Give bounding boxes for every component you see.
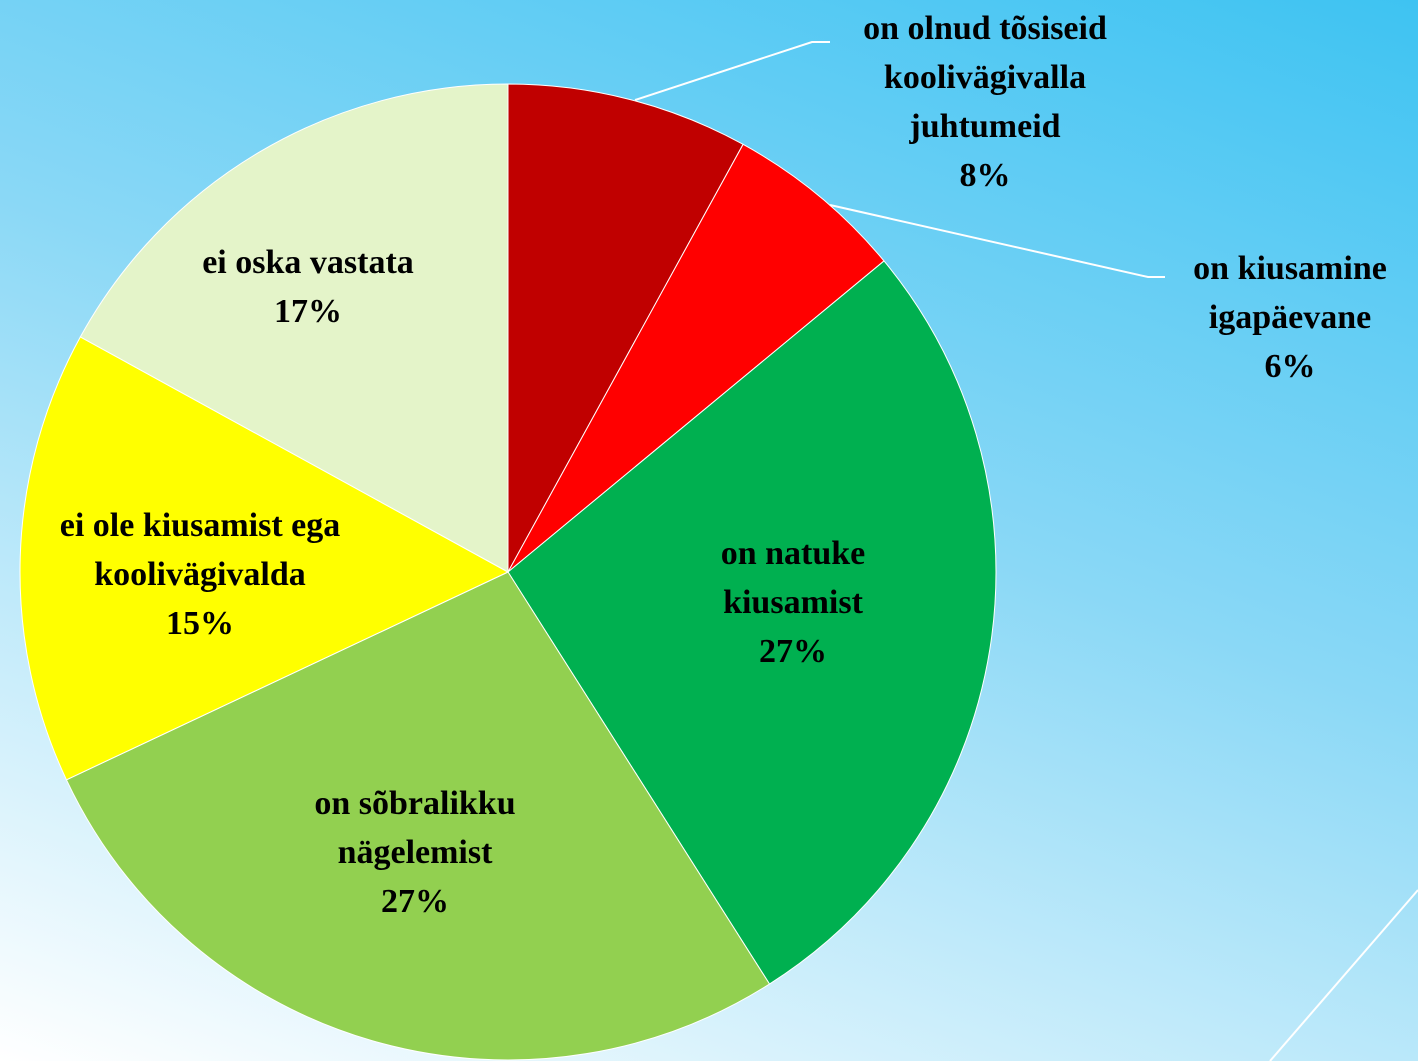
value-label: 17% [274, 293, 342, 330]
category-label: on natuke kiusamist [720, 535, 866, 621]
pie-slice [19, 336, 510, 781]
category-label: ei oska vastata [202, 244, 414, 281]
category-label: on sõbralikku nägelemist [314, 785, 516, 871]
pie-slice [507, 83, 744, 573]
leader-line [829, 204, 1165, 278]
data-label: on sõbralikku nägelemist 27% [270, 779, 560, 926]
value-label: 15% [166, 605, 234, 642]
value-label: 8% [959, 157, 1011, 194]
data-label: on olnud tõsiseid koolivägivalla juhtume… [820, 4, 1150, 200]
value-label: 27% [381, 883, 449, 920]
decoration [1269, 889, 1418, 1061]
category-label: on olnud tõsiseid koolivägivalla juhtume… [863, 10, 1107, 145]
pie-slice [65, 571, 771, 1061]
category-label: ei ole kiusamist ega koolivägivalda [59, 507, 341, 593]
pie-slice [507, 143, 885, 573]
pie-slice [507, 260, 997, 985]
leader-line [634, 41, 830, 101]
data-label: on natuke kiusamist 27% [678, 529, 908, 676]
pie-slice [79, 83, 509, 573]
value-label: 6% [1264, 348, 1316, 385]
data-label: on kiusamine igapäevane 6% [1165, 244, 1415, 391]
data-label: ei ole kiusamist ega koolivägivalda 15% [14, 501, 386, 648]
category-label: on kiusamine igapäevane [1193, 250, 1387, 336]
value-label: 27% [759, 633, 827, 670]
data-label: ei oska vastata 17% [158, 238, 458, 336]
